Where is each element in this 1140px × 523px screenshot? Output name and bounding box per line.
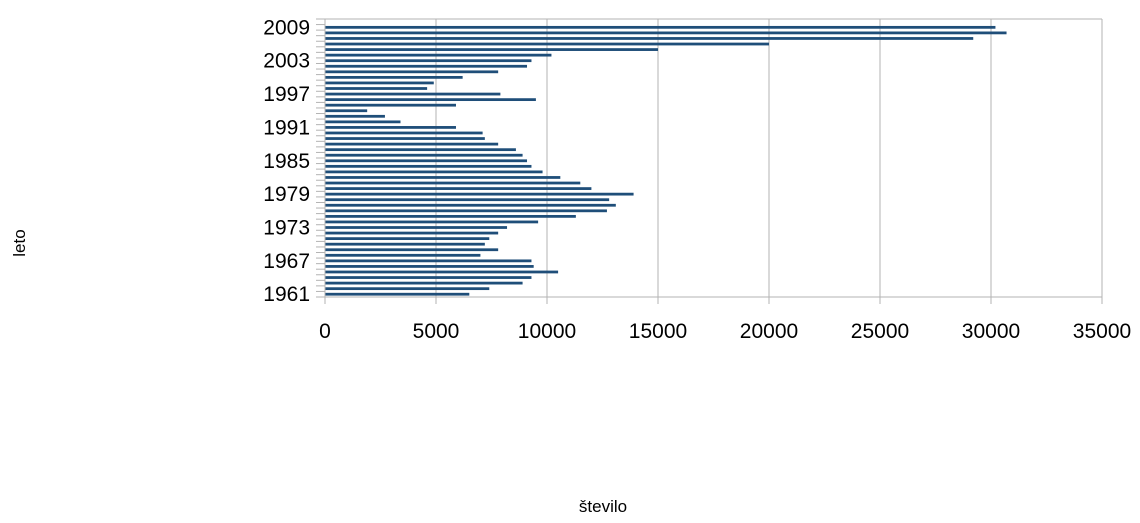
- bar-1987: [325, 148, 516, 152]
- x-tick-label-25000: 25000: [851, 320, 909, 343]
- bar-2006: [325, 42, 769, 46]
- bar-1971: [325, 237, 490, 241]
- bar-1990: [325, 131, 483, 135]
- x-tick-label-35000: 35000: [1073, 320, 1131, 343]
- bar-1977: [325, 203, 616, 207]
- bar-1974: [325, 220, 539, 224]
- bar-1985: [325, 159, 528, 163]
- bar-1972: [325, 231, 499, 235]
- bar-2000: [325, 75, 463, 79]
- bars: [325, 25, 1007, 296]
- bar-1973: [325, 226, 508, 229]
- x-tick-label-20000: 20000: [740, 320, 798, 343]
- bar-1962: [325, 287, 490, 291]
- tick-labels: 0 5000 10000 15000 20000 25000 30000 35000 1961 1…: [263, 16, 1131, 343]
- y-tick-label-2003: 2003: [263, 50, 310, 73]
- x-tick-label-0: 0: [319, 320, 331, 343]
- bar-1983: [325, 170, 543, 174]
- x-axis-title: število: [579, 497, 627, 516]
- gridlines: [325, 18, 1103, 297]
- y-tick-label-1979: 1979: [263, 183, 310, 206]
- bar-1979: [325, 192, 634, 196]
- bar-1993: [325, 114, 385, 118]
- bar-1988: [325, 142, 499, 146]
- bar-1963: [325, 281, 523, 285]
- bar-1976: [325, 209, 607, 213]
- y-tick-label-1967: 1967: [263, 250, 310, 273]
- bar-1997: [325, 92, 501, 96]
- bar-2008: [325, 31, 1007, 35]
- y-tick-label-2009: 2009: [263, 16, 310, 39]
- bar-1970: [325, 242, 485, 246]
- y-tick-label-1991: 1991: [263, 116, 310, 139]
- x-tick-label-5000: 5000: [413, 320, 460, 343]
- bar-1984: [325, 164, 532, 168]
- bar-1996: [325, 98, 536, 102]
- bar-2007: [325, 37, 974, 40]
- bar-1967: [325, 259, 532, 263]
- bar-1989: [325, 137, 485, 140]
- y-axis-title: leto: [10, 229, 29, 256]
- bar-1978: [325, 198, 610, 202]
- bar-1969: [325, 248, 499, 252]
- bar-2005: [325, 48, 658, 51]
- bar-1966: [325, 265, 534, 268]
- bar-2003: [325, 59, 532, 63]
- bar-1964: [325, 276, 532, 279]
- bar-1968: [325, 253, 481, 257]
- bar-2002: [325, 64, 528, 68]
- y-tick-label-1997: 1997: [263, 83, 310, 106]
- bar-1995: [325, 103, 456, 107]
- bar-1981: [325, 181, 581, 185]
- bar-1982: [325, 176, 561, 179]
- bar-2004: [325, 53, 552, 57]
- bar-1980: [325, 187, 592, 190]
- bar-2001: [325, 70, 499, 74]
- bar-1986: [325, 153, 523, 157]
- bar-1999: [325, 81, 434, 85]
- x-tick-label-30000: 30000: [962, 320, 1020, 343]
- y-tick-label-1985: 1985: [263, 150, 310, 173]
- x-tick-label-10000: 10000: [518, 320, 576, 343]
- bar-2009: [325, 25, 996, 29]
- y-tick-label-1961: 1961: [263, 283, 310, 306]
- bar-1961: [325, 292, 470, 296]
- y-tick-label-1973: 1973: [263, 217, 310, 240]
- bar-1991: [325, 126, 456, 129]
- x-tick-label-15000: 15000: [629, 320, 687, 343]
- bar-1998: [325, 87, 428, 90]
- bar-1992: [325, 120, 401, 124]
- bar-1975: [325, 214, 576, 218]
- bar-1994: [325, 109, 368, 113]
- bar-1965: [325, 270, 559, 274]
- axes: [316, 18, 1103, 304]
